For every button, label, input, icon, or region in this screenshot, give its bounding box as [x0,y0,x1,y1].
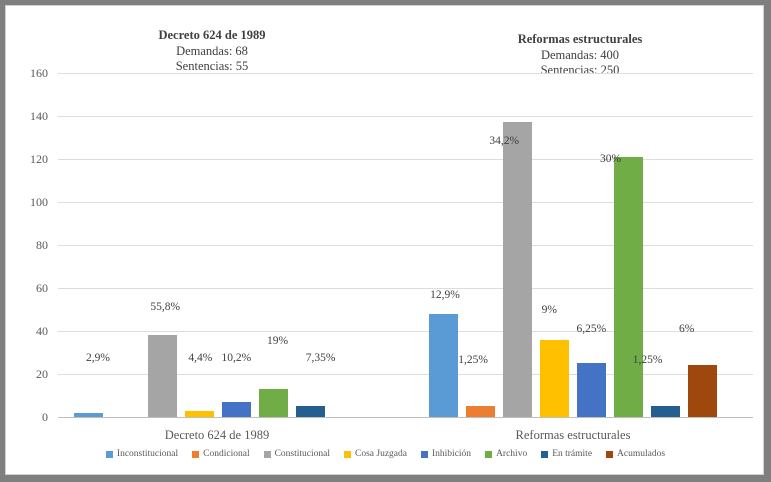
gridline [58,374,753,375]
legend-item-condicional: Condicional [192,449,250,459]
legend-item-en-tr-mite: En trámite [541,449,592,459]
annotation-decreto-sentencias: Sentencias: 55 [175,59,249,73]
data-label: 2,9% [86,352,110,364]
bar-inhibici-n [576,363,606,418]
bar-cosa-juzgada [184,410,214,417]
legend-swatch-icon [263,450,271,458]
annotation-reformas: Reformas estructurales Demandas: 400 Sen… [430,32,730,79]
legend-swatch-icon [485,450,493,458]
annotation-reformas-title: Reformas estructurales [517,32,643,46]
legend-swatch-icon [421,450,428,458]
legend-label: Inconstitucional [116,449,179,459]
legend-label: Constitucional [274,449,331,459]
bar-archivo [259,389,288,417]
y-tick-label: 20 [36,367,48,381]
gridline [58,331,753,332]
data-label: 1,25% [632,354,663,366]
legend-label: Cosa Juzgada [355,449,407,459]
data-label: 34,2% [489,135,520,147]
legend-swatch-icon [344,450,352,458]
legend-label: Inhibición [432,449,472,459]
bar-inhibici-n [221,401,251,417]
bar-cosa-juzgada [539,339,569,417]
legend-swatch-icon [606,450,614,458]
legend-swatch-icon [105,450,113,458]
y-tick-label: 100 [30,195,48,209]
legend-item-archivo: Archivo [485,449,527,459]
legend-item-acumulados: Acumulados [606,449,665,459]
legend-label: Archivo [496,449,528,459]
bar-condicional [465,406,495,418]
bar-acumulados [688,365,718,417]
data-label: 6,25% [576,323,607,335]
category-label-reformas: Reformas estructurales [515,428,631,442]
annotation-reformas-sentencias: Sentencias: 250 [540,63,620,77]
legend-item-inhibici-n: Inhibición [421,449,471,459]
data-label: 6% [679,323,695,335]
category-label-decreto: Decreto 624 de 1989 [164,428,270,442]
annotation-decreto-title: Decreto 624 de 1989 [158,28,266,42]
bar-archivo [614,156,643,417]
y-tick-label: 80 [36,238,48,252]
gridline [58,288,753,289]
legend-label: En trámite [552,449,593,459]
y-tick-label: 160 [30,66,48,80]
legend-label: Acumulados [617,449,666,459]
gridline [58,159,753,160]
y-tick-label: 140 [30,109,48,123]
data-label: 1,25% [458,354,488,366]
gridline [58,116,753,117]
y-tick-label: 60 [36,281,48,295]
annotation-reformas-demandas: Demandas: 400 [540,47,620,62]
legend-item-constitucional: Constitucional [263,449,331,459]
annotation-decreto: Decreto 624 de 1989 Demandas: 68 Sentenc… [62,28,362,75]
legend-item-cosa-juzgada: Cosa Juzgada [344,449,407,459]
bar-constitucional [502,122,532,417]
bar-inconstitucional [73,412,103,417]
data-label: 7,35% [305,352,336,364]
gridline [58,73,753,74]
gridline [58,245,753,246]
bar-inconstitucional [428,313,458,417]
gridline [58,202,753,203]
data-label: 4,4% [188,352,213,364]
legend: Inconstitucional Condicional Constituciona… [6,449,765,459]
bar-en-tr-mite [296,406,326,418]
y-tick-label: 40 [36,324,48,338]
annotation-decreto-demandas: Demandas: 68 [176,43,248,58]
data-label: 19% [266,335,289,347]
y-tick-label: 120 [30,152,48,166]
bar-en-tr-mite [651,406,681,418]
bar-constitucional [147,335,177,417]
y-tick-label: 0 [42,410,48,424]
legend-item-inconstitucional: Inconstitucional [105,449,179,459]
data-label: 30% [599,153,622,165]
legend-swatch-icon [192,450,200,458]
data-label: 9% [541,304,557,316]
legend-label: Condicional [203,449,250,459]
data-label: 10,2% [221,352,252,364]
x-axis-line [58,417,753,418]
data-label: 12,9% [430,289,460,301]
data-label: 55,8% [150,301,181,313]
legend-swatch-icon [541,450,549,458]
